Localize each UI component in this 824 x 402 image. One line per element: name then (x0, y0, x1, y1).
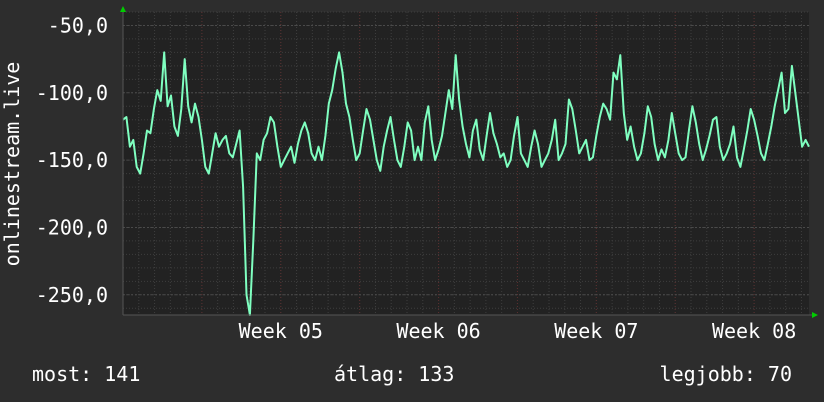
stats-bar: most: 141 átlag: 133 legjobb: 70 (0, 362, 824, 388)
series-line (122, 51, 810, 316)
x-tick-label: Week 05 (239, 319, 323, 343)
y-tick-label: -250,0 (36, 283, 108, 307)
x-tick-label: Week 07 (554, 319, 638, 343)
x-tick-labels: Week 05 Week 06 Week 07 Week 08 (239, 319, 797, 343)
y-tick-label: -200,0 (36, 215, 108, 239)
y-tick-label: -100,0 (36, 81, 108, 105)
vertical-gridlines (122, 12, 802, 315)
y-tick-labels: -50,0 -100,0 -150,0 -200,0 -250,0 (36, 13, 108, 306)
y-tick-label: -50,0 (48, 13, 108, 37)
y-axis-label: onlinestream.live (0, 62, 24, 267)
x-axis-arrow-icon (812, 312, 818, 318)
current-value-stat: most: 141 (32, 362, 141, 386)
y-axis-arrow-icon (120, 6, 126, 12)
minor-gridlines (123, 11, 809, 309)
line-chart: -50,0-100,0-150,0-200,0-250,0 Week 05 Wee… (0, 6, 818, 343)
x-tick-label: Week 06 (396, 319, 480, 343)
y-tick-label: -150,0 (36, 148, 108, 172)
plot-background (123, 12, 809, 315)
best-value-stat: legjobb: 70 (659, 362, 792, 386)
average-value-stat: átlag: 133 (334, 362, 455, 386)
x-tick-label: Week 08 (712, 319, 796, 343)
